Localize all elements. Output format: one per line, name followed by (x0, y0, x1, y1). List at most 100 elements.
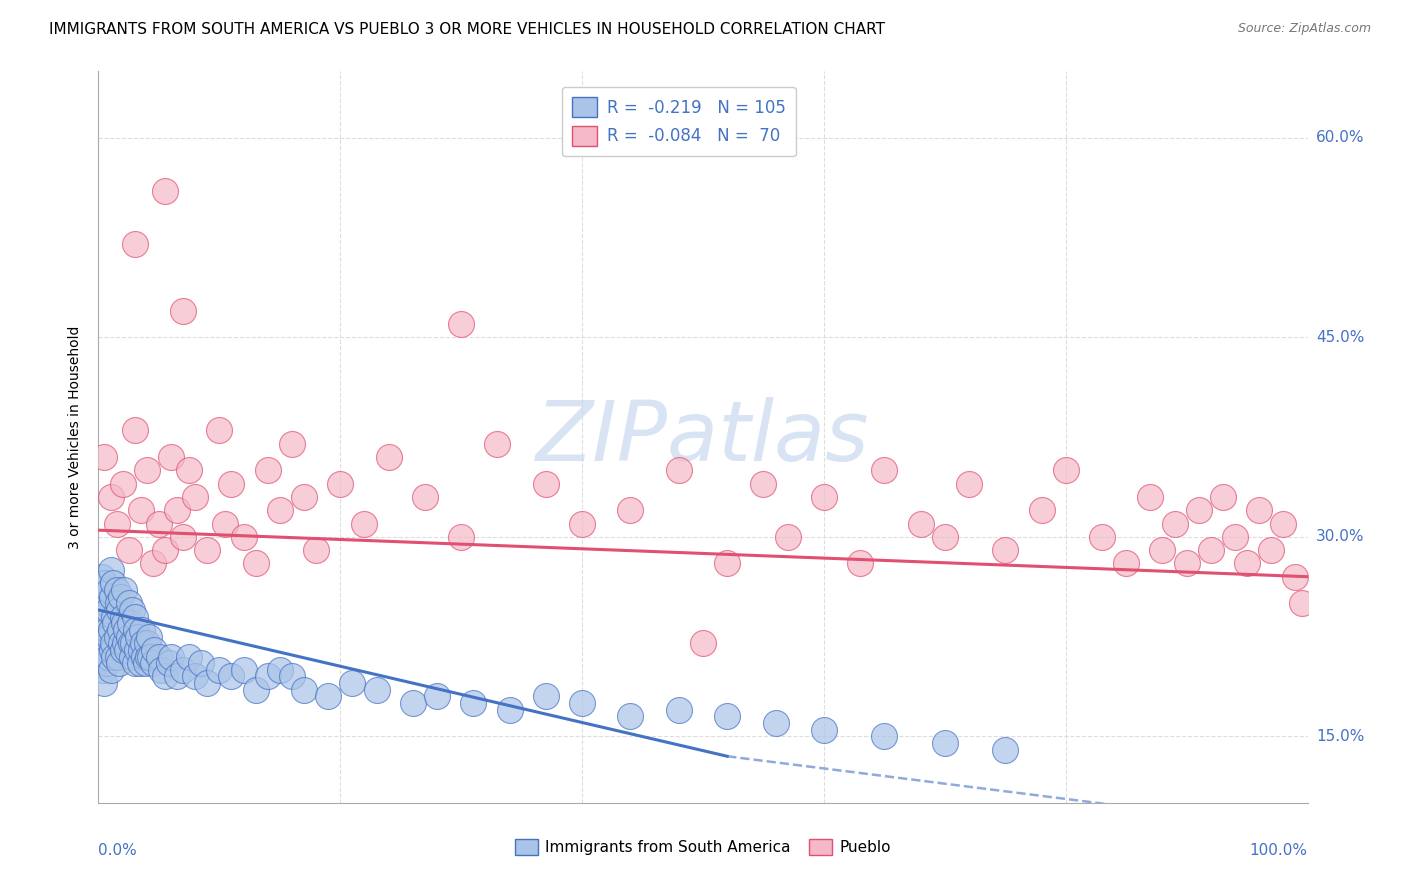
Point (114, 636, 136, 650)
Point (148, 649, 170, 664)
Point (93, 676, 115, 690)
Point (96, 623, 118, 637)
Point (118, 630, 141, 644)
Point (125, 623, 148, 637)
Point (166, 669, 188, 683)
Point (90, 582, 112, 597)
Point (100, 623, 122, 637)
Point (98, 582, 121, 597)
Point (1188, 503, 1211, 517)
Point (994, 742, 1017, 756)
Point (813, 723, 835, 737)
Point (160, 649, 183, 664)
Y-axis label: 3 or more Vehicles in Household: 3 or more Vehicles in Household (69, 326, 83, 549)
Point (221, 476, 243, 491)
Text: 15.0%: 15.0% (1316, 729, 1364, 744)
Point (90, 636, 112, 650)
Point (112, 616, 135, 631)
Point (426, 690, 449, 704)
Point (132, 636, 155, 650)
Point (121, 649, 143, 664)
Point (329, 476, 352, 491)
Point (129, 643, 152, 657)
Point (1139, 490, 1161, 504)
Point (450, 317, 472, 331)
Point (136, 649, 159, 664)
Point (118, 616, 141, 631)
Point (208, 663, 231, 677)
Point (934, 736, 956, 750)
Point (316, 690, 339, 704)
Point (1054, 463, 1077, 477)
Point (292, 490, 315, 504)
Text: 0.0%: 0.0% (98, 843, 138, 858)
Point (98, 630, 121, 644)
Point (157, 656, 180, 670)
Point (281, 669, 304, 683)
Point (96, 656, 118, 670)
Point (1249, 503, 1271, 517)
Point (91, 570, 114, 584)
Point (153, 543, 176, 558)
Point (93, 450, 115, 464)
Point (1223, 530, 1246, 544)
Point (873, 463, 896, 477)
Point (534, 476, 557, 491)
Point (256, 463, 278, 477)
Point (107, 649, 129, 664)
Point (128, 656, 150, 670)
Point (232, 663, 254, 677)
Point (245, 557, 267, 571)
Point (142, 656, 165, 670)
Point (195, 676, 218, 690)
Point (353, 516, 375, 531)
Point (534, 690, 557, 704)
Point (377, 450, 399, 464)
Point (118, 543, 141, 558)
Point (1236, 557, 1258, 571)
Point (127, 630, 149, 644)
Point (910, 516, 932, 531)
Text: ZIPatlas: ZIPatlas (536, 397, 870, 477)
Point (1212, 490, 1234, 504)
Point (124, 424, 146, 438)
Point (232, 530, 254, 544)
Point (112, 582, 135, 597)
Point (1199, 543, 1222, 558)
Point (166, 503, 188, 517)
Point (103, 649, 125, 664)
Point (105, 516, 128, 531)
Point (135, 463, 157, 477)
Point (97, 603, 120, 617)
Point (105, 630, 128, 644)
Point (93, 630, 115, 644)
Point (111, 643, 134, 657)
Point (139, 649, 162, 664)
Point (221, 669, 243, 683)
Point (1091, 530, 1114, 544)
Point (111, 609, 134, 624)
Point (104, 616, 127, 631)
Point (668, 703, 690, 717)
Point (153, 184, 176, 198)
Text: 60.0%: 60.0% (1316, 130, 1364, 145)
Point (172, 303, 194, 318)
Point (118, 596, 141, 610)
Point (692, 636, 714, 650)
Point (94, 596, 117, 610)
Point (108, 603, 131, 617)
Point (134, 649, 156, 664)
Point (402, 696, 425, 710)
Point (117, 643, 139, 657)
Point (1175, 557, 1198, 571)
Point (111, 476, 134, 491)
Point (91, 649, 114, 664)
Point (571, 696, 593, 710)
Point (1152, 543, 1174, 558)
Point (172, 530, 194, 544)
Point (716, 557, 738, 571)
Point (486, 436, 509, 450)
Text: Source: ZipAtlas.com: Source: ZipAtlas.com (1237, 22, 1371, 36)
Point (121, 603, 143, 617)
Point (214, 516, 236, 531)
